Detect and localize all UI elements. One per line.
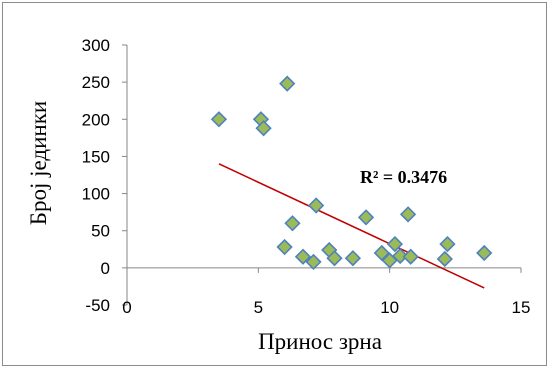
data-point bbox=[326, 250, 343, 267]
r-squared-label: R² = 0.3476 bbox=[360, 167, 447, 187]
axes bbox=[122, 44, 522, 306]
trendline-group bbox=[218, 163, 485, 289]
y-axis-title: Број јединки bbox=[26, 101, 51, 225]
data-point bbox=[210, 111, 228, 128]
chart-frame: 300 250 200 150 100 50 0 -50 0 5 10 15 R² = 0.3476… bbox=[2, 2, 547, 366]
x-tick-label: 15 bbox=[512, 298, 531, 317]
data-point bbox=[357, 209, 375, 226]
x-tick-labels: 0 5 10 15 bbox=[122, 298, 530, 317]
data-point bbox=[305, 253, 322, 271]
data-point bbox=[402, 248, 419, 265]
data-point bbox=[255, 120, 272, 137]
data-point bbox=[399, 206, 417, 223]
data-point bbox=[439, 235, 456, 253]
x-tick-label: 10 bbox=[380, 298, 399, 317]
data-point bbox=[284, 215, 301, 232]
data-point bbox=[294, 248, 312, 265]
data-point bbox=[276, 238, 293, 256]
y-tick-labels: 300 250 200 150 100 50 0 -50 bbox=[82, 36, 110, 315]
trendline bbox=[218, 163, 485, 289]
data-point bbox=[386, 235, 404, 253]
data-point bbox=[344, 250, 362, 267]
x-axis-title: Принос зрна bbox=[258, 329, 382, 354]
data-point bbox=[307, 197, 325, 214]
data-point bbox=[392, 247, 409, 265]
y-tick-label: 300 bbox=[82, 36, 110, 55]
x-tick-label: 0 bbox=[122, 298, 131, 317]
y-tick-label: -50 bbox=[85, 296, 110, 315]
y-tick-label: 100 bbox=[82, 185, 110, 204]
y-tick-label: 150 bbox=[82, 147, 110, 166]
data-point bbox=[476, 244, 493, 262]
data-point bbox=[279, 75, 296, 92]
x-tick-label: 5 bbox=[254, 298, 263, 317]
scatter-chart: 300 250 200 150 100 50 0 -50 0 5 10 15 R² = 0.3476… bbox=[26, 36, 530, 354]
y-tick-label: 250 bbox=[82, 73, 110, 92]
y-tick-label: 50 bbox=[91, 222, 110, 241]
data-point bbox=[373, 244, 390, 262]
data-point bbox=[436, 250, 453, 268]
y-tick-label: 0 bbox=[101, 259, 110, 278]
y-tick-label: 200 bbox=[82, 110, 110, 129]
data-points bbox=[210, 75, 493, 271]
